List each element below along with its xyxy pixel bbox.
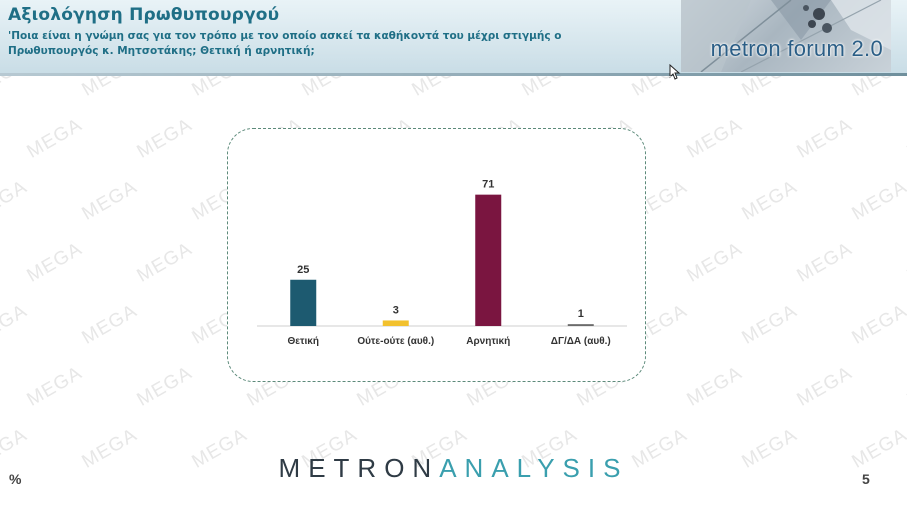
data-label: 25 xyxy=(297,264,309,276)
watermark-text: MEGA xyxy=(683,238,746,287)
watermark-text: MEGA xyxy=(848,76,907,101)
page-number: 5 xyxy=(862,471,870,487)
watermark-text: MEGA xyxy=(23,238,86,287)
mouse-cursor-icon xyxy=(669,64,681,80)
metron-analysis-logo: METRONANALYSIS xyxy=(0,453,907,484)
logo-word-analysis: ANALYSIS xyxy=(439,453,629,483)
watermark-text: MEGA xyxy=(518,76,581,101)
logo-background-art xyxy=(681,0,891,72)
watermark-text: MEGA xyxy=(848,300,907,349)
watermark-text: MEGA xyxy=(78,76,141,101)
slide-title: Αξιολόγηση Πρωθυπουργού xyxy=(8,5,280,25)
data-label: 71 xyxy=(482,179,494,191)
watermark-text: MEGA xyxy=(738,176,801,225)
logo-text: metron forum 2.0 xyxy=(710,36,883,61)
watermark-text: MEGA xyxy=(903,238,907,287)
category-label: Θετική xyxy=(288,336,319,347)
data-label: 1 xyxy=(578,308,584,320)
category-label: Αρνητική xyxy=(466,336,510,347)
bar xyxy=(382,320,409,326)
watermark-text: MEGA xyxy=(23,114,86,163)
watermark-text: MEGA xyxy=(738,76,801,101)
watermark-text: MEGA xyxy=(133,114,196,163)
watermark-text: MEGA xyxy=(23,362,86,411)
watermark-text: MEGA xyxy=(0,76,31,101)
data-label: 3 xyxy=(393,304,399,316)
logo-word-metron: METRON xyxy=(278,453,440,483)
watermark-text: MEGA xyxy=(848,176,907,225)
survey-question: 'Ποια είναι η γνώμη σας για τον τρόπο με… xyxy=(8,30,562,57)
watermark-text: MEGA xyxy=(683,114,746,163)
bar xyxy=(290,279,317,326)
watermark-text: MEGA xyxy=(793,238,856,287)
category-label: Ούτε-ούτε (αυθ.) xyxy=(357,336,434,347)
watermark-text: MEGA xyxy=(78,176,141,225)
metron-forum-logo: metron forum 2.0 xyxy=(681,0,891,72)
watermark-text: MEGA xyxy=(133,238,196,287)
watermark-text: MEGA xyxy=(793,114,856,163)
bar xyxy=(567,324,594,326)
watermark-text: MEGA xyxy=(903,114,907,163)
watermark-text: MEGA xyxy=(738,300,801,349)
category-label: ΔΓ/ΔΑ (αυθ.) xyxy=(551,336,611,347)
watermark-text: MEGA xyxy=(298,76,361,101)
slide-header: Αξιολόγηση Πρωθυπουργού 'Ποια είναι η γν… xyxy=(0,0,907,73)
watermark-text: MEGA xyxy=(188,76,251,101)
watermark-text: MEGA xyxy=(133,362,196,411)
watermark-text: MEGA xyxy=(408,76,471,101)
watermark-text: MEGA xyxy=(628,76,691,101)
watermark-text: MEGA xyxy=(903,362,907,411)
watermark-text: MEGA xyxy=(793,362,856,411)
bar-chart: 25 Θετική 3 Ούτε-ούτε (αυθ.) 71 Αρνητική 1 ΔΓ/Δ… xyxy=(257,179,627,347)
watermark-text: MEGA xyxy=(683,362,746,411)
watermark-text: MEGA xyxy=(0,176,31,225)
unit-label: % xyxy=(9,471,22,487)
bar xyxy=(475,194,502,326)
watermark-text: MEGA xyxy=(0,300,31,349)
chart-frame xyxy=(227,128,646,382)
watermark-text: MEGA xyxy=(78,300,141,349)
header-divider xyxy=(0,73,907,76)
